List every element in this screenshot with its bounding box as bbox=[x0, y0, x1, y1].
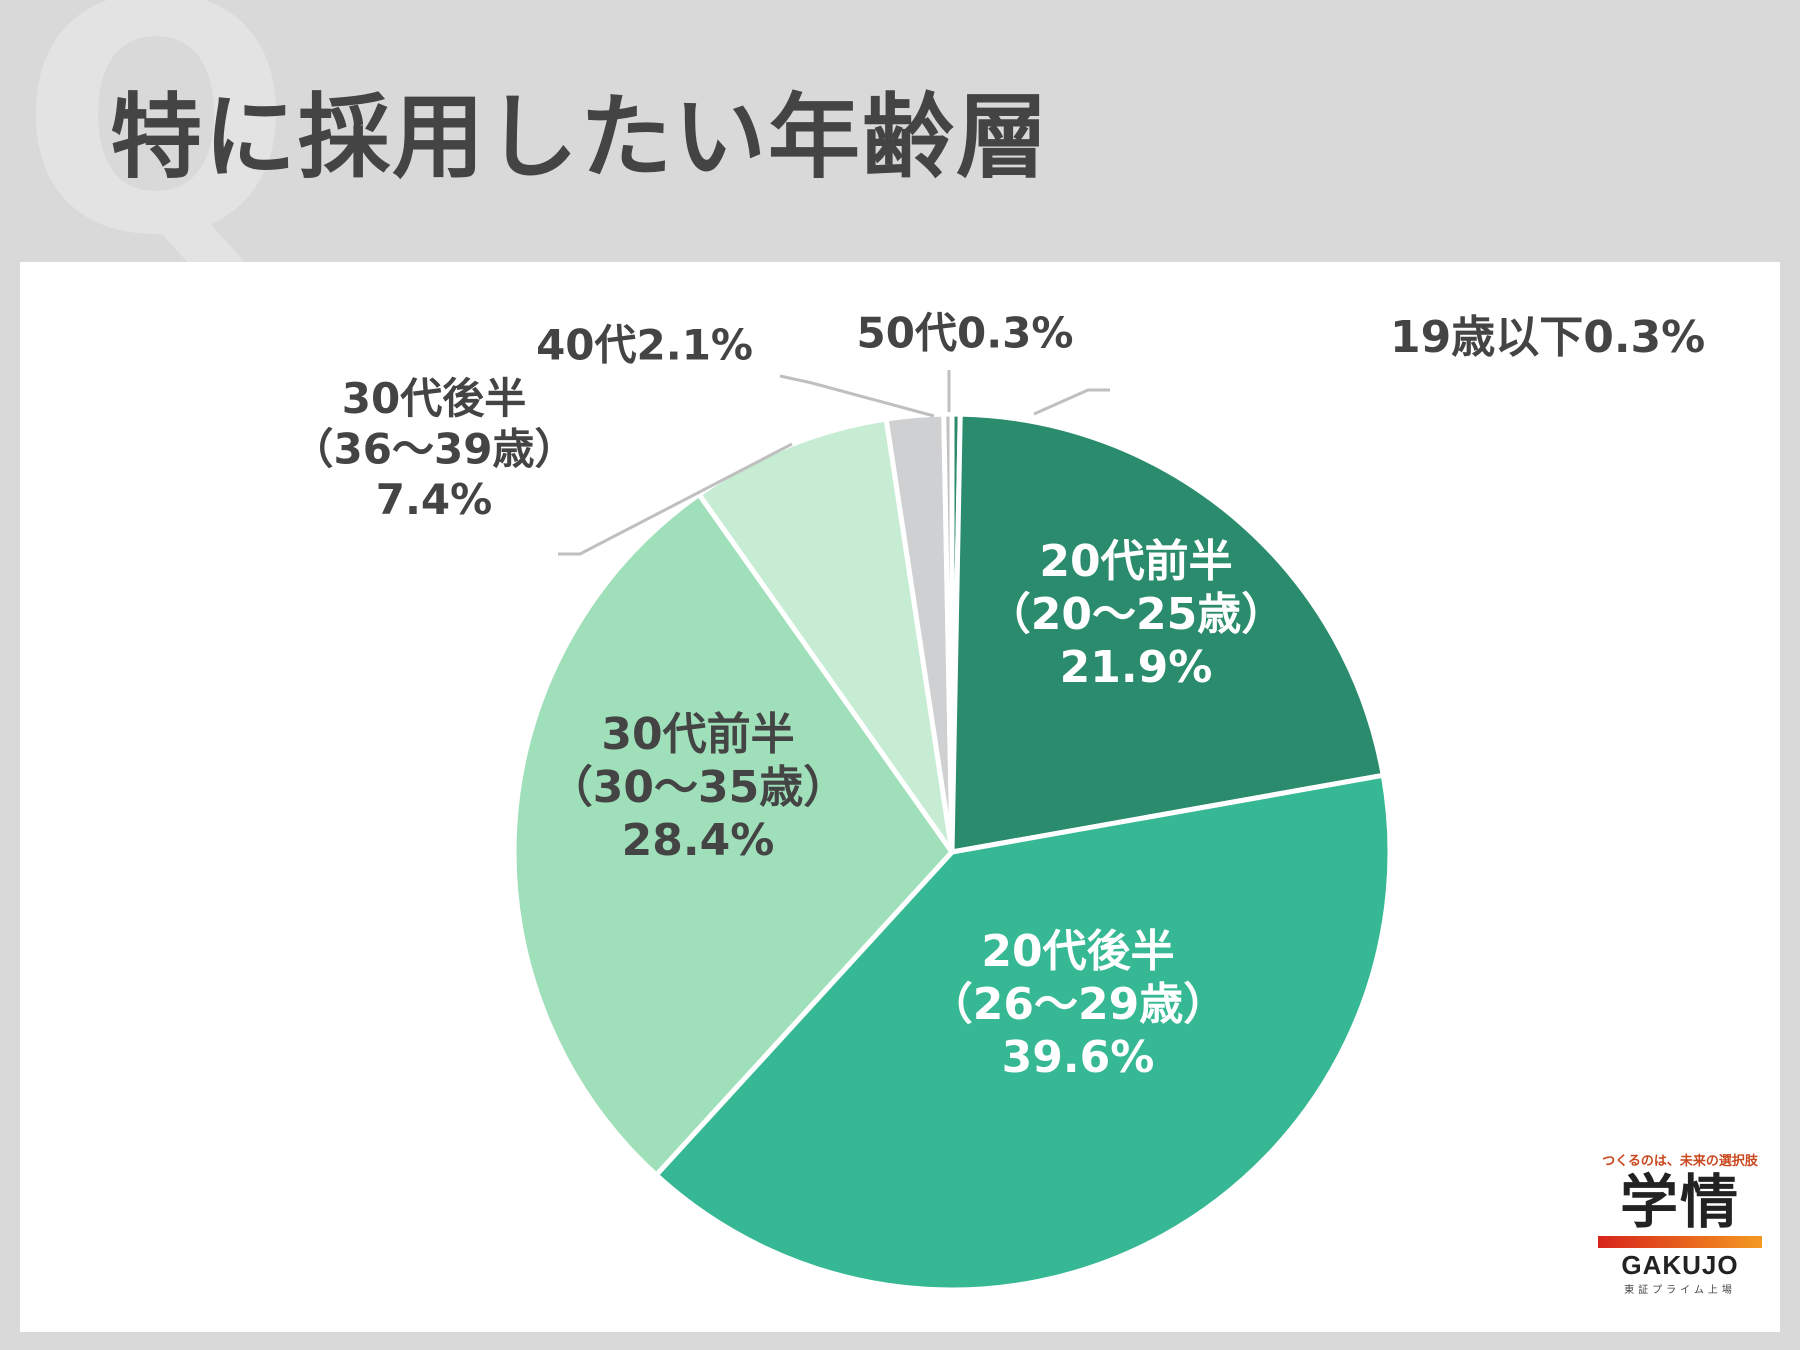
slice-label-6: 50代0.3% bbox=[857, 309, 1074, 358]
chart-panel: 19歳以下0.3% 20代前半（20〜25歳） 21.9% 20代後半（26〜29歳）… bbox=[20, 262, 1780, 1332]
logo-tagline: つくるのは、未来の選択肢 bbox=[1602, 1154, 1758, 1169]
slice-label-3: 30代前半（30〜35歳） 28.4% bbox=[549, 709, 847, 866]
page-title: 特に採用したい年齢層 bbox=[110, 84, 1051, 191]
slice-label-5: 40代2.1% bbox=[536, 321, 753, 370]
q-watermark: Q bbox=[20, 0, 293, 306]
pie-slice-6 bbox=[941, 411, 955, 855]
pie-slice-3 bbox=[511, 491, 955, 1178]
slice-label-4: 30代後半（36〜39歳） 7.4% bbox=[292, 374, 577, 524]
logo-bar bbox=[1598, 1235, 1762, 1248]
leader-line-5 bbox=[779, 374, 935, 418]
slice-label-0: 19歳以下0.3% bbox=[1390, 312, 1705, 363]
leader-line-0 bbox=[1033, 388, 1110, 416]
logo-sub: 東証プライム上場 bbox=[1624, 1284, 1736, 1296]
pie-chart: 19歳以下0.3% 20代前半（20〜25歳） 21.9% 20代後半（26〜29歳）… bbox=[292, 309, 1705, 1293]
pie-slice-1 bbox=[949, 411, 1386, 855]
logo-wordmark: GAKUJO bbox=[1621, 1249, 1739, 1280]
slice-label-2: 20代後半（26〜29歳） 39.6% bbox=[929, 926, 1227, 1083]
pie-slice-2 bbox=[653, 772, 1393, 1293]
slice-label-1: 20代前半（20〜25歳） 21.9% bbox=[987, 536, 1285, 693]
gakujo-logo: つくるのは、未来の選択肢 学情 GAKUJO 東証プライム上場 bbox=[1590, 1150, 1770, 1296]
leader-line-4 bbox=[558, 442, 793, 556]
logo-mark: 学情 bbox=[1619, 1168, 1740, 1236]
